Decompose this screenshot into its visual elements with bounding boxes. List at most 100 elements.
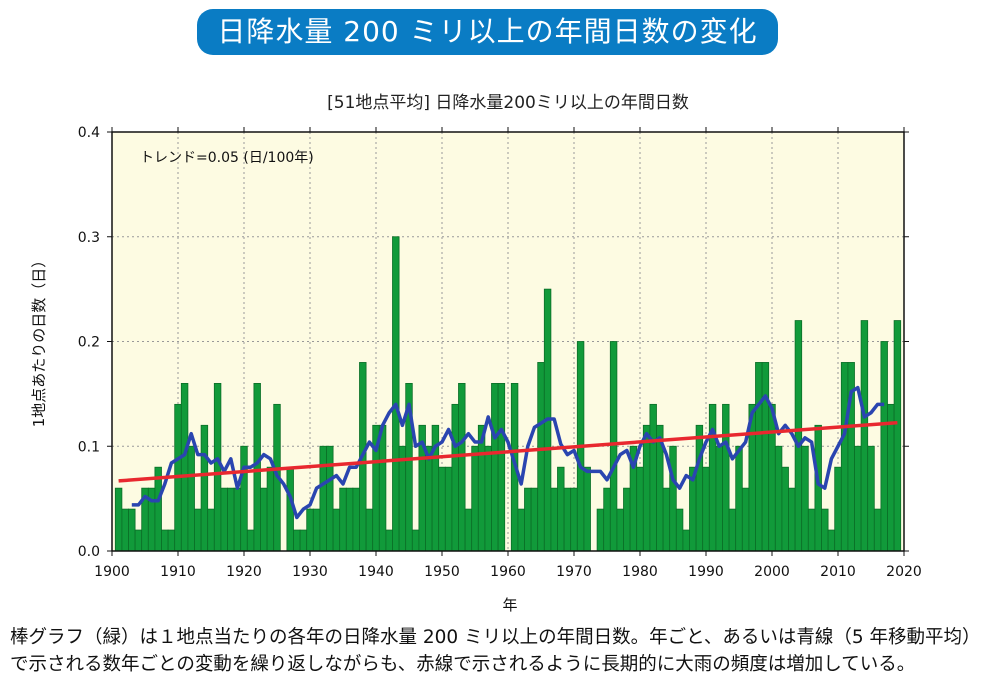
- trend-line: [118, 420, 898, 483]
- bar: [345, 487, 354, 552]
- bar: [867, 445, 875, 552]
- bar: [227, 487, 235, 552]
- bar: [722, 403, 730, 552]
- bar: [834, 466, 842, 552]
- bar: [266, 466, 275, 552]
- bar: [669, 445, 677, 552]
- y-axis-label: 1地点あたりの日数（日）: [30, 253, 48, 428]
- bar: [755, 362, 763, 552]
- y-tick-label: 0.4: [78, 125, 100, 141]
- bar: [121, 508, 129, 552]
- bar: [365, 508, 374, 552]
- bar: [312, 508, 321, 552]
- bars: [114, 236, 902, 552]
- bar: [187, 445, 195, 552]
- bar: [299, 529, 308, 552]
- bar: [741, 487, 750, 552]
- bar: [451, 403, 459, 552]
- x-tick-label: 1940: [358, 564, 394, 580]
- y-tick-label: 0.3: [78, 230, 100, 246]
- bar: [352, 487, 360, 552]
- bar: [464, 508, 473, 552]
- bar: [537, 362, 545, 552]
- bar: [807, 508, 816, 552]
- bar: [695, 424, 704, 552]
- y-tick-label: 0.0: [78, 544, 100, 560]
- bar: [781, 466, 789, 552]
- bar: [550, 487, 558, 552]
- bar: [715, 445, 723, 552]
- x-tick-label: 1950: [424, 564, 460, 580]
- bar: [735, 445, 743, 552]
- bar: [649, 403, 657, 552]
- bar: [860, 320, 869, 552]
- bar: [134, 529, 143, 552]
- bar: [326, 445, 334, 552]
- bar: [484, 445, 492, 552]
- x-tick-label: 1960: [490, 564, 526, 580]
- bar: [491, 382, 499, 552]
- bar: [880, 341, 888, 552]
- bar: [246, 529, 255, 552]
- bar: [854, 445, 862, 552]
- bar: [339, 487, 347, 552]
- x-tick-label: 1970: [556, 564, 592, 580]
- bar: [728, 508, 737, 552]
- lines: [118, 385, 898, 520]
- bar: [332, 508, 341, 552]
- bar: [411, 529, 420, 552]
- bar: [220, 487, 228, 552]
- x-tick-label: 2000: [754, 564, 790, 580]
- bar: [128, 508, 136, 552]
- bar: [557, 466, 565, 552]
- x-axis-label: 年: [502, 596, 517, 614]
- bar: [425, 445, 433, 552]
- bar: [642, 424, 651, 552]
- x-tick-label: 1990: [688, 564, 724, 580]
- bar: [603, 487, 611, 552]
- bar: [213, 382, 222, 552]
- bar: [616, 508, 624, 552]
- bar: [497, 382, 506, 552]
- x-tick-label: 1920: [226, 564, 262, 580]
- bar: [840, 362, 849, 552]
- bar: [458, 382, 466, 552]
- bar: [319, 445, 327, 552]
- bar: [887, 403, 895, 552]
- x-tick-label: 2010: [820, 564, 856, 580]
- bar: [623, 487, 631, 552]
- bar: [378, 424, 387, 552]
- bar: [385, 529, 393, 552]
- bar: [161, 529, 169, 552]
- trend-annotation: トレンド=0.05 (日/100年): [140, 150, 314, 166]
- bar: [444, 466, 453, 552]
- bar: [583, 466, 591, 552]
- bar: [774, 445, 783, 552]
- bar: [293, 529, 301, 552]
- bar: [530, 487, 539, 552]
- bar: [563, 487, 572, 552]
- banner-title: 日降水量 200 ミリ以上の年間日数の変化: [197, 9, 778, 55]
- axes: 1900 1910 1920 1930 1940 1950 1960 1970 1980 1990…: [78, 125, 922, 580]
- x-tick-label: 1980: [622, 564, 658, 580]
- bar: [207, 508, 215, 552]
- bar: [477, 424, 486, 552]
- bar: [788, 487, 796, 552]
- bar: [636, 466, 644, 552]
- bar: [570, 487, 578, 552]
- bar: [893, 320, 902, 552]
- bar: [682, 529, 690, 552]
- bar: [306, 508, 314, 552]
- caption-line-1: 棒グラフ（緑）は１地点当たりの各年の日降水量 200 ミリ以上の年間日数。年ごと…: [10, 627, 981, 648]
- bar: [794, 320, 803, 552]
- x-tick-label: 1900: [94, 564, 130, 580]
- bar: [524, 487, 532, 552]
- bar: [253, 382, 261, 552]
- bar: [200, 424, 209, 552]
- bar: [702, 466, 710, 552]
- x-tick-label: 1910: [160, 564, 196, 580]
- bar: [114, 487, 123, 552]
- bar: [609, 341, 618, 552]
- bar: [801, 445, 809, 552]
- bar: [180, 382, 189, 552]
